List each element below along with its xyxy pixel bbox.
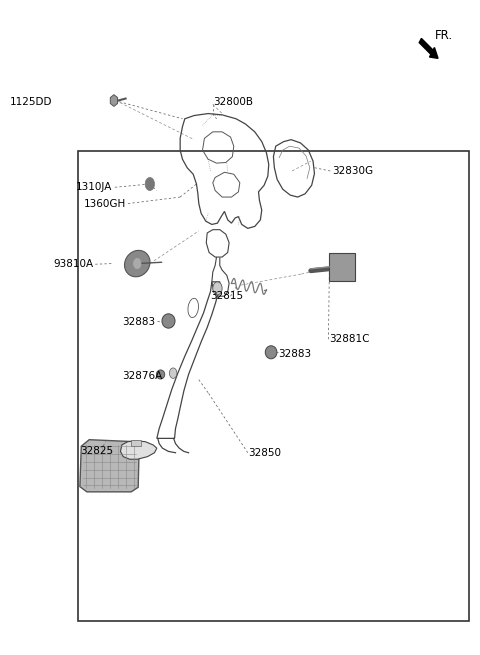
Text: 32881C: 32881C <box>329 334 370 345</box>
FancyArrow shape <box>419 39 438 58</box>
Bar <box>329 253 355 280</box>
Bar <box>78 151 469 621</box>
Polygon shape <box>80 440 139 492</box>
Circle shape <box>169 368 177 379</box>
Text: 32830G: 32830G <box>332 166 373 176</box>
Ellipse shape <box>265 346 277 359</box>
Text: 32883: 32883 <box>122 317 155 328</box>
Text: 32815: 32815 <box>210 291 243 301</box>
Ellipse shape <box>188 298 199 318</box>
Text: 32800B: 32800B <box>213 98 253 107</box>
Text: 1310JA: 1310JA <box>76 182 112 193</box>
Text: 32850: 32850 <box>248 448 281 458</box>
Circle shape <box>133 258 141 269</box>
Ellipse shape <box>124 250 150 277</box>
Polygon shape <box>120 441 157 459</box>
Text: FR.: FR. <box>435 29 453 42</box>
Circle shape <box>145 178 155 191</box>
Text: 1360GH: 1360GH <box>84 198 127 208</box>
Circle shape <box>213 282 222 295</box>
Ellipse shape <box>162 314 175 328</box>
Polygon shape <box>157 282 220 438</box>
Polygon shape <box>110 95 118 106</box>
Text: 32876A: 32876A <box>122 371 162 381</box>
Bar <box>131 440 142 446</box>
Ellipse shape <box>156 370 165 379</box>
Text: 32883: 32883 <box>278 348 311 358</box>
Text: 93810A: 93810A <box>54 259 94 269</box>
Text: 32825: 32825 <box>80 447 113 457</box>
Text: 1125DD: 1125DD <box>10 98 52 107</box>
